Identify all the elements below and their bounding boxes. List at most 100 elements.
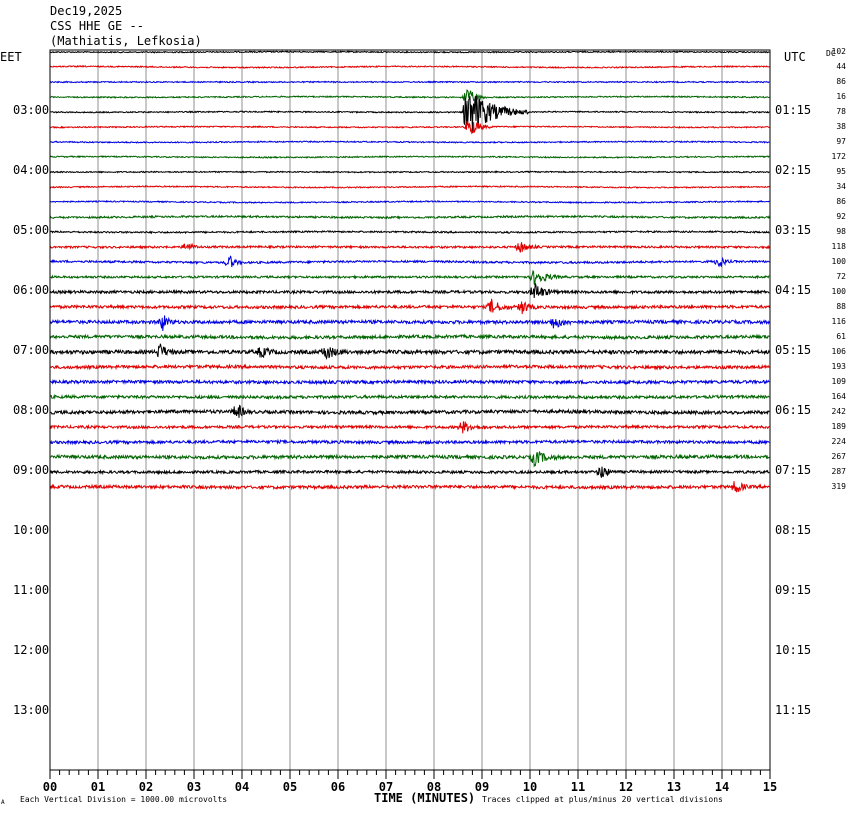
- hour-label-right: 08:15: [775, 523, 811, 537]
- dc-offset-value: 98: [836, 227, 846, 236]
- seismic-trace-row: [49, 64, 770, 69]
- hour-label-left: 09:00: [13, 463, 49, 477]
- dc-offset-value: 88: [836, 302, 846, 311]
- seismic-trace-row: [49, 466, 770, 478]
- hour-label-left: 04:00: [13, 163, 49, 177]
- seismic-trace-row: [49, 343, 770, 361]
- hour-label-left: 05:00: [13, 223, 49, 237]
- seismic-trace-row: [49, 298, 770, 315]
- dc-offset-value: 92: [836, 212, 846, 221]
- x-tick-label: 14: [715, 780, 729, 794]
- dc-offset-value: 116: [832, 317, 847, 326]
- dc-offset-value: 38: [836, 122, 846, 131]
- hour-label-right: 11:15: [775, 703, 811, 717]
- seismic-trace-row: [49, 421, 770, 434]
- left-timezone-label: EET: [0, 50, 22, 64]
- dc-offset-value: 242: [832, 407, 847, 416]
- seismic-trace-row: [49, 155, 770, 159]
- hour-label-right: 03:15: [775, 223, 811, 237]
- clip-note: Traces clipped at plus/minus 20 vertical…: [482, 795, 723, 804]
- hour-label-right: 06:15: [775, 403, 811, 417]
- dc-offset-value: 193: [832, 362, 847, 371]
- dc-offset-value: 34: [836, 182, 846, 191]
- dc-offset-value: 100: [832, 257, 847, 266]
- seismic-trace-row: [49, 315, 770, 331]
- dc-offset-value: 118: [832, 242, 847, 251]
- hour-label-right: 09:15: [775, 583, 811, 597]
- seismic-trace-row: [49, 438, 770, 446]
- seismic-trace-row: [49, 363, 770, 371]
- seismic-trace-row: [49, 393, 770, 401]
- dc-offset-value: 109: [832, 377, 847, 386]
- seismic-trace-row: [49, 95, 770, 132]
- plot-frame: [49, 49, 771, 771]
- seismic-trace-row: [49, 283, 770, 299]
- x-tick-label: 09: [475, 780, 489, 794]
- hour-label-left: 12:00: [13, 643, 49, 657]
- x-tick-label: 07: [379, 780, 393, 794]
- seismic-traces: [49, 50, 770, 493]
- x-axis-ticks: 00 01 02 03 04 05 06 07 08 09 10 11 12 13 14 15: [43, 770, 777, 794]
- seismic-trace-row: [49, 404, 770, 418]
- x-tick-label: 12: [619, 780, 633, 794]
- hour-label-right: 07:15: [775, 463, 811, 477]
- right-timezone-label: UTC: [784, 50, 806, 64]
- hour-label-left: 10:00: [13, 523, 49, 537]
- seismic-trace-row: [49, 184, 770, 189]
- seismic-trace-row: [49, 255, 770, 268]
- dc-offset-value: 78: [836, 107, 846, 116]
- dc-offset-value: 172: [832, 152, 847, 161]
- seismic-trace-row: [49, 120, 770, 135]
- corner-mark: A: [1, 799, 5, 806]
- chart-location: (Mathiatis, Lefkosia): [50, 34, 202, 48]
- dc-offset-value: 61: [836, 332, 846, 341]
- x-tick-label: 10: [523, 780, 537, 794]
- x-tick-label: 15: [763, 780, 777, 794]
- hour-label-left: 08:00: [13, 403, 49, 417]
- dc-offset-value: 86: [836, 77, 846, 86]
- chart-title: CSS HHE GE --: [50, 19, 144, 33]
- dc-offset-value: 287: [832, 467, 847, 476]
- seismic-trace-row: [49, 269, 770, 286]
- dc-offset-value: 97: [836, 137, 846, 146]
- hour-label-left: 13:00: [13, 703, 49, 717]
- dc-label: DC: [826, 49, 836, 58]
- x-tick-label: 04: [235, 780, 249, 794]
- seismic-trace-row: [49, 451, 770, 468]
- dc-offset-value: 16: [836, 92, 846, 101]
- dc-offset-value: 189: [832, 422, 847, 431]
- seismic-trace-row: [49, 214, 770, 220]
- seismic-trace-row: [49, 89, 770, 102]
- x-tick-label: 11: [571, 780, 585, 794]
- dc-offset-value: 224: [832, 437, 847, 446]
- dc-offset-value: 72: [836, 272, 846, 281]
- x-tick-label: 05: [283, 780, 297, 794]
- hour-label-left: 11:00: [13, 583, 49, 597]
- x-tick-label: 03: [187, 780, 201, 794]
- seismic-trace-row: [50, 199, 770, 205]
- chart-date: Dec19,2025: [50, 4, 123, 18]
- hour-label-right: 05:15: [775, 343, 811, 357]
- seismic-trace-row: [49, 333, 770, 341]
- seismic-trace-row: [50, 80, 770, 84]
- x-tick-label: 08: [427, 780, 441, 794]
- scale-note: Each Vertical Division = 1000.00 microvo…: [20, 795, 227, 804]
- x-tick-label: 01: [91, 780, 105, 794]
- dc-offset-value: 319: [832, 482, 847, 491]
- seismic-trace-row: [49, 50, 770, 54]
- hour-label-right: 04:15: [775, 283, 811, 297]
- hour-label-right: 02:15: [775, 163, 811, 177]
- seismic-trace-row: [49, 242, 770, 253]
- x-axis-title: TIME (MINUTES): [374, 791, 475, 805]
- x-tick-label: 02: [139, 780, 153, 794]
- dc-offset-value: 267: [832, 452, 847, 461]
- x-tick-label: 06: [331, 780, 345, 794]
- hour-label-right: 01:15: [775, 103, 811, 117]
- x-tick-label: 00: [43, 780, 57, 794]
- seismic-trace-row: [49, 481, 770, 493]
- dc-offset-value: 106: [832, 347, 847, 356]
- dc-offset-value: 95: [836, 167, 846, 176]
- hour-label-left: 07:00: [13, 343, 49, 357]
- seismic-trace-row: [49, 378, 770, 386]
